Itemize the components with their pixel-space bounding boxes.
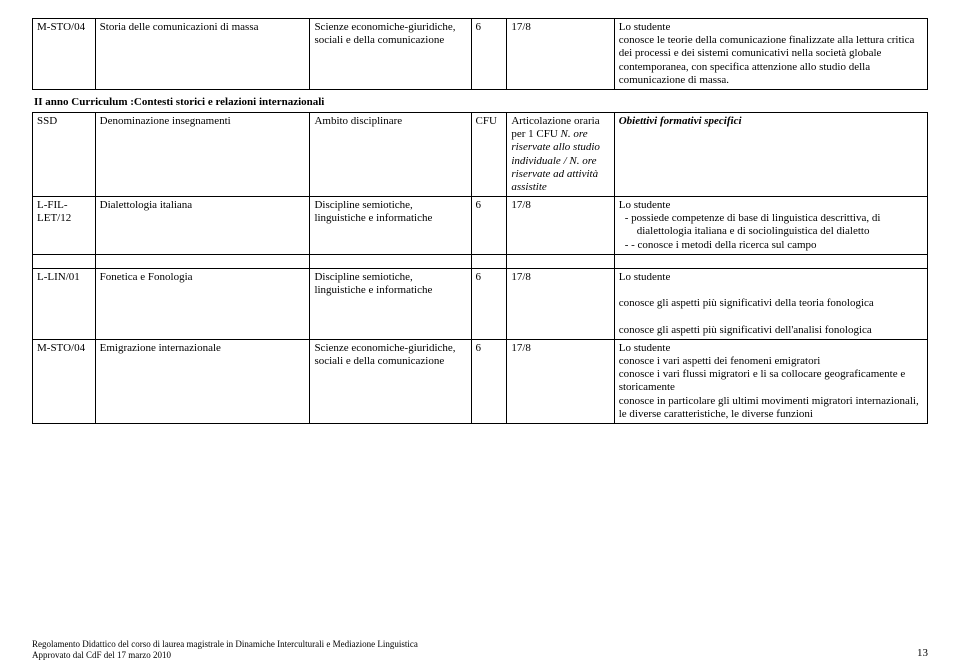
header-denom: Denominazione insegnamenti — [95, 112, 310, 196]
section-title: II anno Curriculum :Contesti storici e r… — [32, 90, 928, 112]
cell-denom: Storia delle comunicazioni di massa — [95, 19, 310, 90]
cell-denom: Emigrazione internazionale — [95, 339, 310, 423]
cell-ssd: L-FIL-LET/12 — [33, 197, 96, 255]
page-number: 13 — [917, 647, 928, 660]
table-2: SSD Denominazione insegnamenti Ambito di… — [32, 112, 928, 424]
footer-line2: Approvato dal CdF del 17 marzo 2010 — [32, 650, 171, 660]
footer-text-block: Regolamento Didattico del corso di laure… — [32, 639, 418, 660]
table-row: M-STO/04 Emigrazione internazionale Scie… — [33, 339, 928, 423]
header-obj-text: Obiettivi formativi specifici — [619, 115, 742, 127]
cell-obj: Lo studente conosce i vari aspetti dei f… — [614, 339, 927, 423]
list-item: - conosce i metodi della ricerca sul cam… — [637, 239, 923, 252]
cell-cfu: 6 — [471, 268, 507, 339]
page-footer: Regolamento Didattico del corso di laure… — [32, 639, 928, 660]
obj-line: conosce i vari aspetti dei fenomeni emig… — [619, 355, 821, 367]
cell-denom: Fonetica e Fonologia — [95, 268, 310, 339]
obj-para2: conosce gli aspetti più significativi de… — [619, 324, 872, 336]
obj-text: conosce le teorie della comunicazione fi… — [619, 34, 915, 86]
footer-line1: Regolamento Didattico del corso di laure… — [32, 639, 418, 649]
table-header-row: SSD Denominazione insegnamenti Ambito di… — [33, 112, 928, 196]
cell-art: 17/8 — [507, 339, 614, 423]
list-item: possiede competenze di base di linguisti… — [637, 212, 923, 238]
cell-obj: Lo studente possiede competenze di base … — [614, 197, 927, 255]
obj-lead: Lo studente — [619, 21, 671, 33]
obj-line: conosce i vari flussi migratori e li sa … — [619, 368, 906, 393]
table-row-spacer — [33, 254, 928, 268]
obj-lead: Lo studente — [619, 342, 671, 354]
cell-ssd: L-LIN/01 — [33, 268, 96, 339]
table-row: L-FIL-LET/12 Dialettologia italiana Disc… — [33, 197, 928, 255]
obj-lead: Lo studente — [619, 271, 671, 283]
table-row: L-LIN/01 Fonetica e Fonologia Discipline… — [33, 268, 928, 339]
cell-denom: Dialettologia italiana — [95, 197, 310, 255]
header-cfu: CFU — [471, 112, 507, 196]
table-1: M-STO/04 Storia delle comunicazioni di m… — [32, 18, 928, 90]
cell-cfu: 6 — [471, 197, 507, 255]
table-row: M-STO/04 Storia delle comunicazioni di m… — [33, 19, 928, 90]
cell-ambito: Discipline semiotiche, linguistiche e in… — [310, 268, 471, 339]
obj-para1: conosce gli aspetti più significativi de… — [619, 297, 874, 309]
cell-art: 17/8 — [507, 19, 614, 90]
cell-art: 17/8 — [507, 268, 614, 339]
obj-lead: Lo studente — [619, 199, 671, 211]
cell-art: 17/8 — [507, 197, 614, 255]
header-obj: Obiettivi formativi specifici — [614, 112, 927, 196]
header-ssd: SSD — [33, 112, 96, 196]
cell-obj: Lo studente conosce le teorie della comu… — [614, 19, 927, 90]
cell-obj: Lo studente conosce gli aspetti più sign… — [614, 268, 927, 339]
cell-ambito: Scienze economiche-giuridiche, sociali e… — [310, 339, 471, 423]
cell-ambito: Scienze economiche-giuridiche, sociali e… — [310, 19, 471, 90]
header-ambito: Ambito disciplinare — [310, 112, 471, 196]
header-art: Articolazione oraria per 1 CFU N. ore ri… — [507, 112, 614, 196]
cell-ssd: M-STO/04 — [33, 339, 96, 423]
obj-line: conosce in particolare gli ultimi movime… — [619, 395, 919, 420]
cell-ssd: M-STO/04 — [33, 19, 96, 90]
cell-cfu: 6 — [471, 339, 507, 423]
cell-cfu: 6 — [471, 19, 507, 90]
cell-ambito: Discipline semiotiche, linguistiche e in… — [310, 197, 471, 255]
obj-bullet-list: possiede competenze di base di linguisti… — [619, 212, 923, 252]
